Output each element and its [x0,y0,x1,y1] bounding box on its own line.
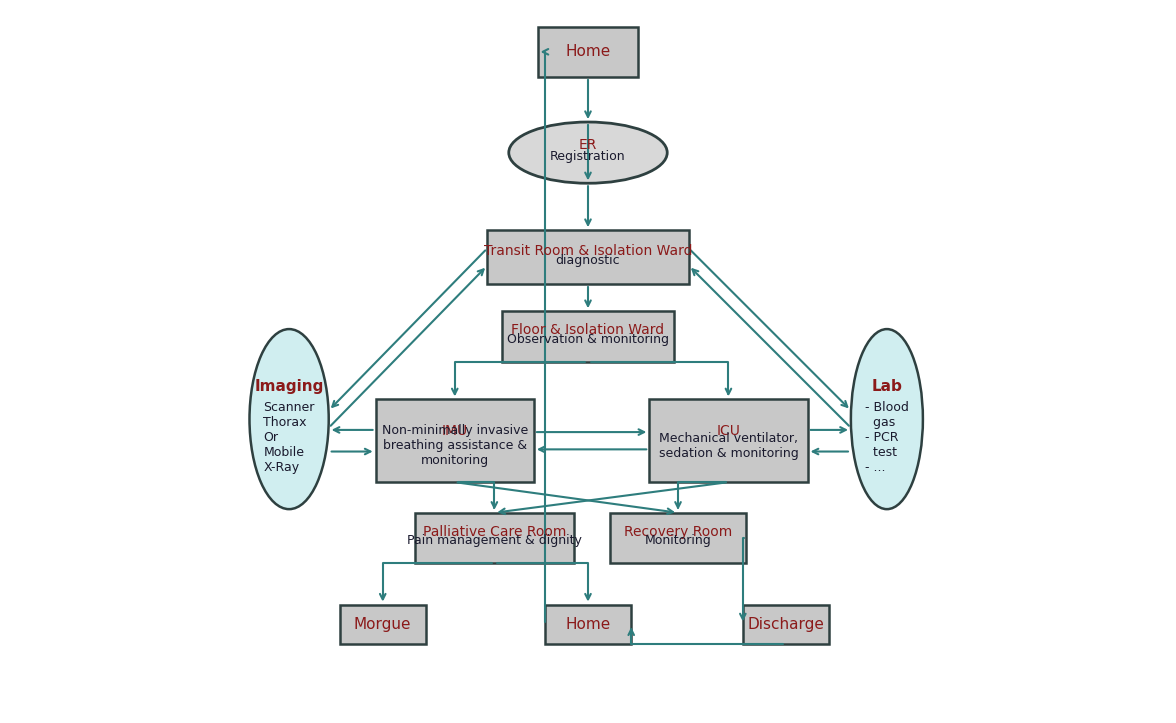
Text: Morgue: Morgue [354,617,412,632]
FancyBboxPatch shape [340,604,426,644]
Text: Discharge: Discharge [748,617,824,632]
Text: ER: ER [579,138,597,153]
Text: Floor & Isolation Ward: Floor & Isolation Ward [512,323,664,337]
Text: Lab: Lab [871,379,902,394]
Text: Observation & monitoring: Observation & monitoring [507,333,669,346]
FancyBboxPatch shape [743,604,829,644]
Ellipse shape [851,329,923,509]
Text: Home: Home [566,617,610,632]
Text: ICU: ICU [716,424,741,438]
FancyBboxPatch shape [544,604,632,644]
Text: Mechanical ventilator,
sedation & monitoring: Mechanical ventilator, sedation & monito… [659,432,799,460]
Text: Non-minimally invasive
breathing assistance &
monitoring: Non-minimally invasive breathing assista… [382,424,528,467]
FancyBboxPatch shape [415,513,574,563]
Text: Scanner
Thorax
Or
Mobile
X-Ray: Scanner Thorax Or Mobile X-Ray [263,401,315,474]
FancyBboxPatch shape [502,311,674,362]
Text: Palliative Care Room: Palliative Care Room [422,525,566,539]
FancyBboxPatch shape [375,399,534,482]
Text: - Blood
  gas
- PCR
  test
- ...: - Blood gas - PCR test - ... [866,401,909,474]
FancyBboxPatch shape [487,230,689,284]
Text: Pain management & dignity: Pain management & dignity [407,534,582,547]
Text: diagnostic: diagnostic [556,254,620,267]
FancyBboxPatch shape [537,27,639,77]
Text: IMU: IMU [442,424,468,438]
Text: Registration: Registration [550,150,626,163]
Text: Home: Home [566,44,610,59]
Text: Recovery Room: Recovery Room [624,525,733,539]
FancyBboxPatch shape [609,513,747,563]
Text: Transit Room & Isolation Ward: Transit Room & Isolation Ward [483,244,693,257]
Text: Monitoring: Monitoring [644,534,711,547]
Ellipse shape [509,122,667,183]
Ellipse shape [249,329,329,509]
FancyBboxPatch shape [649,399,808,482]
Text: Imaging: Imaging [254,379,323,394]
